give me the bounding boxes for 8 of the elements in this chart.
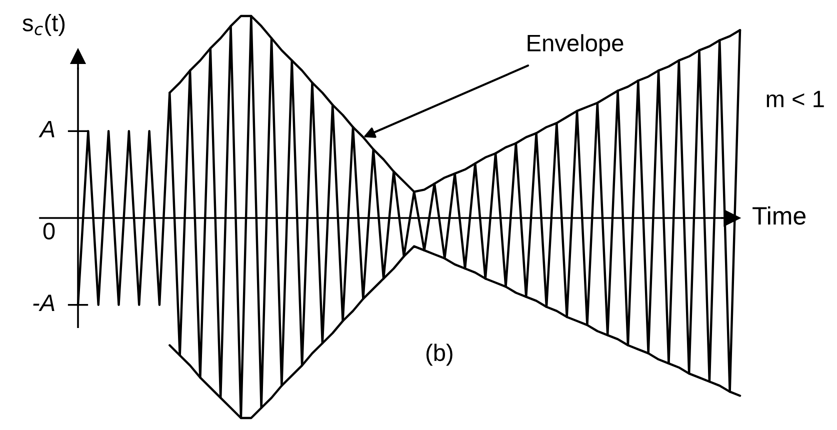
annotation: (b) (426, 344, 452, 366)
y-axis-title: s$_{c}$(t) (22, 14, 65, 36)
text: A (38, 121, 54, 138)
text: m < 1 (766, 90, 824, 108)
text: 0 (43, 222, 55, 240)
x-axis-title: Time (752, 206, 806, 225)
text: -A (33, 294, 54, 311)
annotation: Envelope (528, 34, 624, 56)
